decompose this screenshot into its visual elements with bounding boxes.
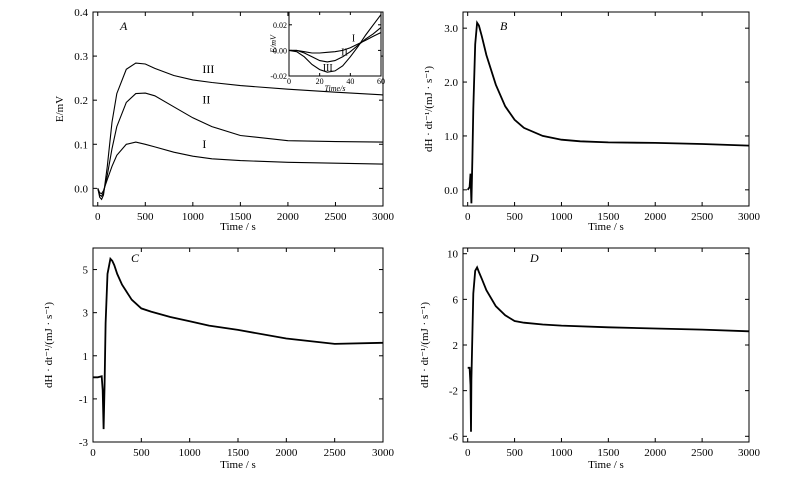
panel-c-x-tick-label: 1000 [179,447,202,459]
panel-d-letter: D [529,251,539,265]
panel-a-axes-frame [92,11,384,207]
panel-b-series-line-1 [466,20,750,204]
panel-d-chart: D 0 500 1000 1500 2000 2500 3000 -6 -2 2 6 10 Time … [419,247,761,471]
panel-a-inset-x-tick-label: 60 [377,77,385,86]
panel-c-axes-frame [92,247,384,443]
panel-b-x-tick-label: 500 [506,211,523,223]
panel-a-inset-y-tick-label: 0.02 [273,21,287,30]
panel-a-y-tick-label: 0.3 [74,51,88,63]
panel-c-y-axis-label: dH · dt⁻¹/(mJ · s⁻¹) [43,302,55,388]
panel-b-y-tick-label: 1.0 [444,131,458,143]
panel-c-y-tick-label: 1 [83,351,89,363]
panel-c-x-tick-label: 1500 [227,447,250,459]
panel-a-inset-y-axis-label: E/mV [269,34,278,54]
panel-a-curve-label: I [202,137,206,151]
panel-d-x-tick-label: 0 [465,447,471,459]
panel-c-x-tick-label: 3000 [372,447,395,459]
panel-b-x-tick-label: 0 [465,211,471,223]
panel-d-series-line-1 [467,265,750,432]
panel-a-x-tick-label: 0 [95,211,101,223]
panel-a-x-tick-label: 1500 [229,211,252,223]
panel-a-inset-axes-frame [288,11,382,77]
panel-a-x-tick-label: 2000 [277,211,300,223]
panel-a-x-axis-label: Time / s [220,221,256,233]
panel-c-x-tick-label: 2000 [275,447,298,459]
panel-a-inset-x-tick-label: 40 [346,77,354,86]
panel-a-inset-curve-label: III [323,63,333,74]
panel-b-chart: B 0 500 1000 1500 2000 2500 3000 0.0 1.0 2.0 3.0 T… [423,11,761,233]
panel-b-x-tick-label: 1000 [550,211,573,223]
panel-a-y-tick-label: 0.4 [74,7,88,19]
panel-d-y-tick-label: -6 [449,431,459,443]
panel-a-inset-x-tick-label: 20 [316,77,324,86]
panel-a-inset-x-axis-label: Time/s [325,84,346,93]
panel-a-inset-curve-label: I [352,33,355,44]
panel-a-x-tick-label: 3000 [372,211,395,223]
panel-d-y-tick-label: 2 [453,340,459,352]
panel-a-curve-label: III [202,62,214,76]
panel-c-x-tick-label: 2500 [324,447,347,459]
panel-a-inset-series-line-iii [288,14,382,73]
panel-b-x-tick-label: 3000 [738,211,761,223]
panel-a-inset-series-line-i [289,32,382,54]
panel-d-y-tick-label: 6 [453,294,459,306]
panel-b-y-tick-label: 0.0 [444,185,458,197]
panel-c-x-axis-label: Time / s [220,459,256,471]
panel-a-curve-label: II [202,93,210,107]
panel-b-x-tick-label: 1500 [597,211,620,223]
panel-a-inset-y-tick-label: -0.02 [270,72,287,81]
panel-a-inset-curve-label: II [341,48,348,59]
panel-d-x-tick-label: 3000 [738,447,761,459]
panel-a-x-tick-label: 500 [137,211,154,223]
panel-d-axes-frame [462,247,750,443]
panel-a-inset-y-tick-label: 0.00 [273,46,287,55]
panel-a-letter: A [119,19,128,33]
panel-d-x-axis-label: Time / s [588,459,624,471]
panel-d-y-tick-label: 10 [447,249,459,261]
panel-c-y-tick-label: -3 [79,437,89,449]
panel-c-y-tick-label: 3 [83,308,89,320]
panel-b-axes-frame [462,11,750,207]
panel-c-chart: C 0 500 1000 1500 2000 2500 3000 -3 -1 1 3 5 Time /… [43,247,395,471]
panel-d-x-tick-label: 1500 [597,447,620,459]
panel-a-inset-x-tick-label: 0 [287,77,291,86]
panel-a-y-tick-label: 0.0 [74,183,88,195]
panel-d-x-tick-label: 1000 [550,447,573,459]
panel-d-y-tick-label: -2 [449,386,458,398]
panel-b-y-tick-label: 3.0 [444,23,458,35]
panel-a-y-tick-label: 0.1 [74,139,88,151]
panel-c-letter: C [131,251,140,265]
panel-d-x-tick-label: 2500 [691,447,714,459]
panel-b-letter: B [500,19,508,33]
panel-c-y-tick-label: 5 [83,265,89,277]
panel-d-y-axis-label: dH · dt⁻¹/(mJ · s⁻¹) [419,302,431,388]
panel-a-series-line-i [97,141,384,195]
panel-a-chart: A 0 500 1000 1500 2000 2500 3000 0.0 0.1 0.2 0.3 0.… [54,7,395,233]
panel-b-y-tick-label: 2.0 [444,77,458,89]
panel-b-x-tick-label: 2000 [644,211,667,223]
panel-c-series-line-1 [93,256,384,430]
panel-a-series-line-ii [97,92,384,198]
panel-a-x-tick-label: 1000 [182,211,205,223]
panel-a-x-tick-label: 2500 [324,211,347,223]
panel-a-y-tick-label: 0.2 [74,95,88,107]
panel-d-x-tick-label: 2000 [644,447,667,459]
panel-b-y-axis-label: dH · dt⁻¹/(mJ · s⁻¹) [423,66,435,152]
panel-a-series-line-iii [97,62,384,201]
panel-b-x-tick-label: 2500 [691,211,714,223]
panel-a-y-axis-label: E/mV [54,96,66,122]
panel-a-inset-series-line-ii [289,26,382,63]
panel-b-x-axis-label: Time / s [588,221,624,233]
panel-c-x-tick-label: 0 [90,447,96,459]
panel-c-x-tick-label: 500 [133,447,150,459]
panel-c-y-tick-label: -1 [79,394,88,406]
panel-d-x-tick-label: 500 [506,447,523,459]
